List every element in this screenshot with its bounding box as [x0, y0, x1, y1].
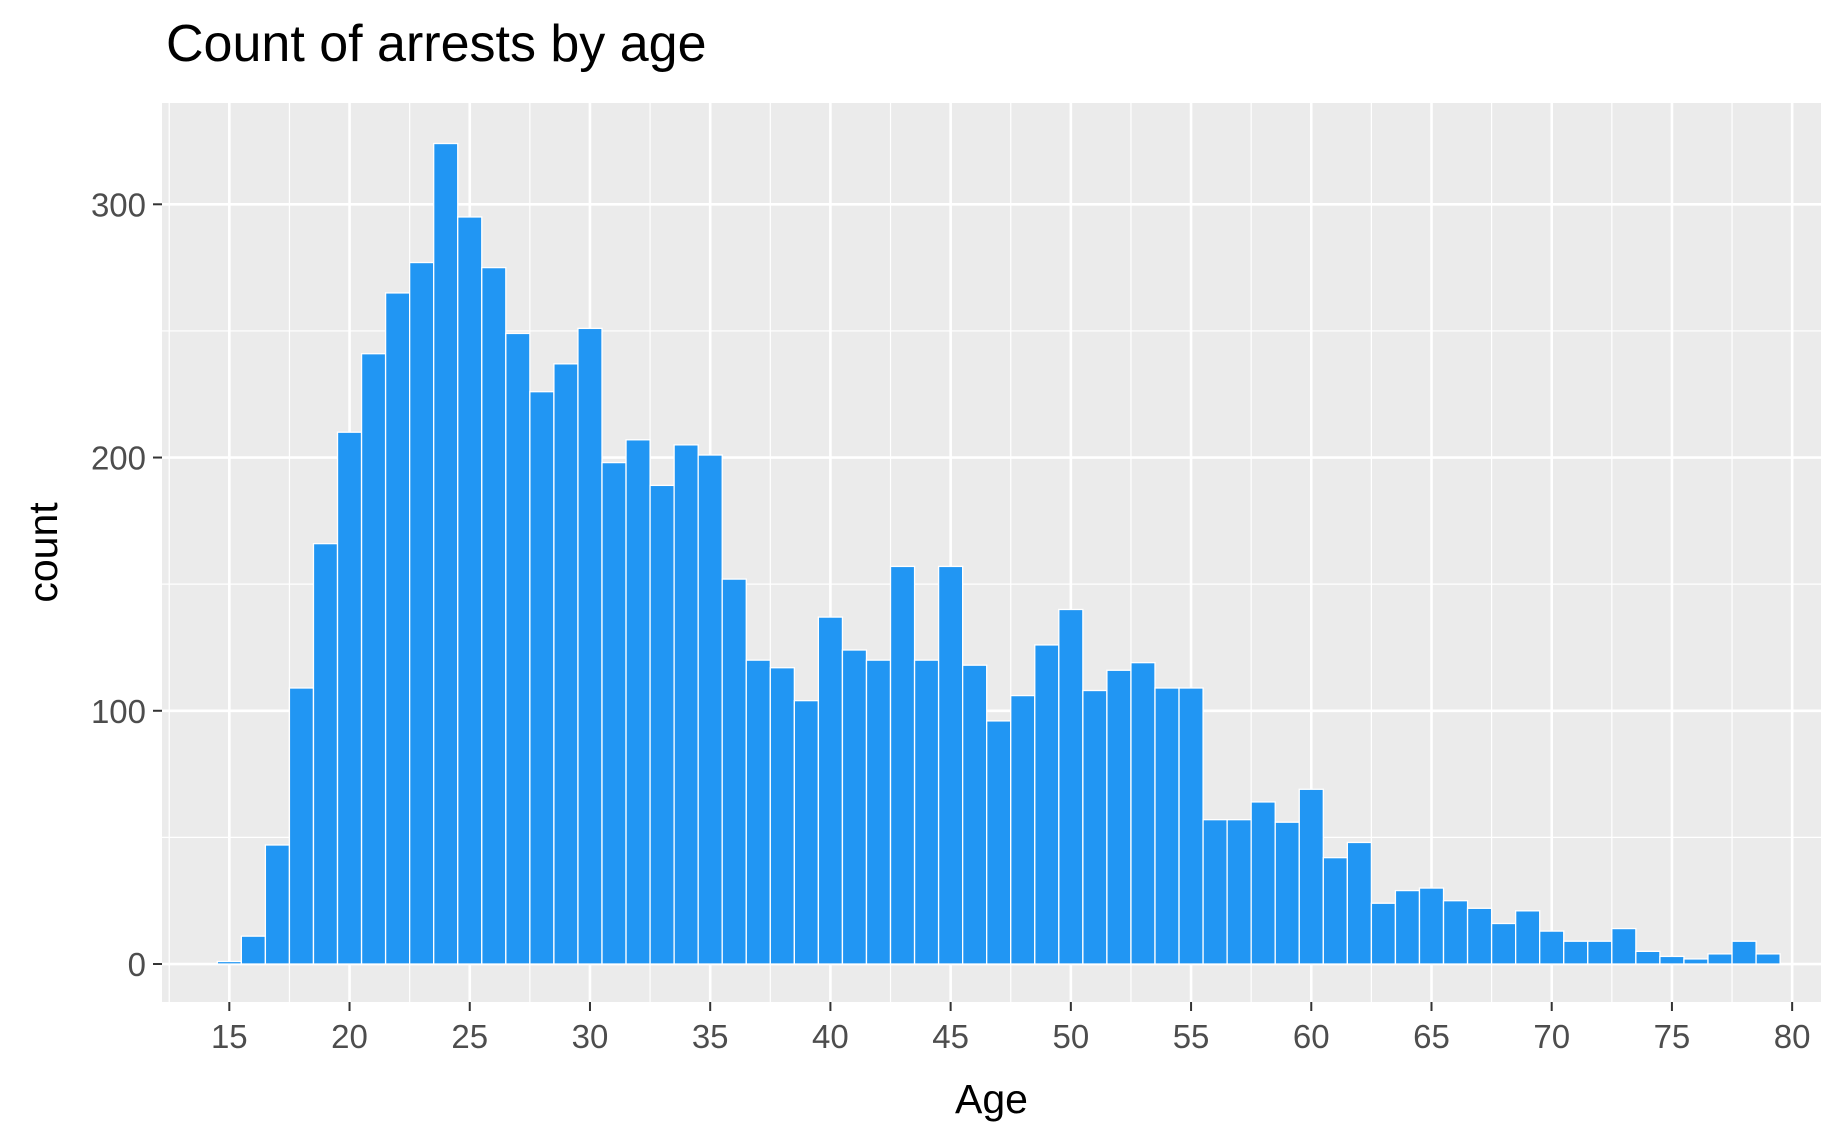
bar	[961, 664, 988, 965]
bar	[1587, 940, 1613, 965]
bar	[481, 266, 507, 965]
y-tick-label: 0	[128, 946, 146, 983]
bar	[673, 444, 699, 965]
bar	[1130, 662, 1156, 965]
chart-title: Count of arrests by age	[166, 15, 707, 73]
bar	[1226, 819, 1252, 965]
bar	[1202, 819, 1228, 965]
bar	[1683, 958, 1709, 965]
bar	[1635, 950, 1661, 965]
bar	[1466, 907, 1493, 965]
bar	[1010, 694, 1036, 965]
bar	[360, 353, 387, 965]
x-axis-title: Age	[955, 1076, 1028, 1122]
bar	[1394, 889, 1421, 965]
x-tick-label: 60	[1293, 1018, 1330, 1055]
y-tick-label: 300	[91, 186, 146, 223]
bar	[1274, 821, 1300, 965]
bar	[1418, 887, 1445, 965]
x-tick-label: 20	[331, 1018, 368, 1055]
bar	[1539, 930, 1565, 965]
bar	[553, 363, 579, 965]
bar	[601, 461, 627, 965]
bar	[697, 454, 723, 965]
bar	[1514, 910, 1541, 965]
bar	[384, 292, 411, 965]
bar	[1611, 927, 1637, 965]
bar	[1298, 788, 1324, 965]
bar	[745, 659, 771, 965]
bar	[1322, 857, 1348, 965]
bar	[721, 578, 747, 965]
bar	[1082, 689, 1108, 965]
bar	[577, 327, 603, 965]
x-tick-label: 30	[572, 1018, 609, 1055]
bar	[433, 142, 459, 965]
bar	[264, 844, 291, 965]
bar	[336, 431, 363, 965]
bar	[1490, 922, 1517, 965]
x-tick-label: 70	[1533, 1018, 1570, 1055]
x-tick-label: 35	[692, 1018, 729, 1055]
x-tick-label: 75	[1654, 1018, 1691, 1055]
bar	[288, 687, 315, 965]
x-tick-label: 45	[932, 1018, 969, 1055]
bar	[1250, 801, 1276, 965]
bar	[1346, 841, 1373, 965]
bar	[937, 565, 964, 965]
bar	[1034, 644, 1060, 965]
bar	[1707, 953, 1733, 965]
bar	[1659, 955, 1685, 965]
axes: 15 20 25 30 35 40 45 50 55 60 65 70 75 80 0 100 200 300	[91, 186, 1811, 1055]
bar	[865, 659, 892, 965]
y-tick-label: 200	[91, 440, 146, 477]
bar	[913, 659, 940, 965]
y-tick-label: 100	[91, 693, 146, 730]
bar	[625, 439, 651, 965]
bar	[889, 565, 916, 965]
bar	[1755, 953, 1781, 965]
bar	[1370, 902, 1397, 965]
bar	[769, 667, 795, 965]
x-tick-label: 25	[451, 1018, 488, 1055]
bar	[216, 960, 242, 965]
x-tick-label: 15	[211, 1018, 248, 1055]
bar	[240, 935, 267, 965]
bar	[817, 616, 844, 965]
x-tick-label: 55	[1173, 1018, 1210, 1055]
x-tick-label: 50	[1052, 1018, 1089, 1055]
bar	[1058, 608, 1084, 965]
x-tick-label: 40	[812, 1018, 849, 1055]
bar	[505, 332, 531, 965]
bar	[1731, 940, 1757, 965]
bar	[408, 261, 435, 965]
bar	[841, 649, 868, 965]
bar	[1154, 687, 1180, 965]
bar	[1563, 940, 1589, 965]
bars	[216, 142, 1781, 965]
y-axis-title: count	[20, 502, 66, 603]
bar	[1178, 687, 1204, 965]
x-tick-label: 80	[1774, 1018, 1811, 1055]
bar	[529, 391, 555, 965]
bar	[793, 699, 820, 965]
x-tick-label: 65	[1413, 1018, 1450, 1055]
bar	[986, 720, 1012, 965]
bar	[457, 216, 483, 965]
bar	[649, 484, 675, 965]
bar	[1106, 669, 1132, 965]
bar	[312, 542, 339, 965]
bar	[1442, 900, 1469, 965]
